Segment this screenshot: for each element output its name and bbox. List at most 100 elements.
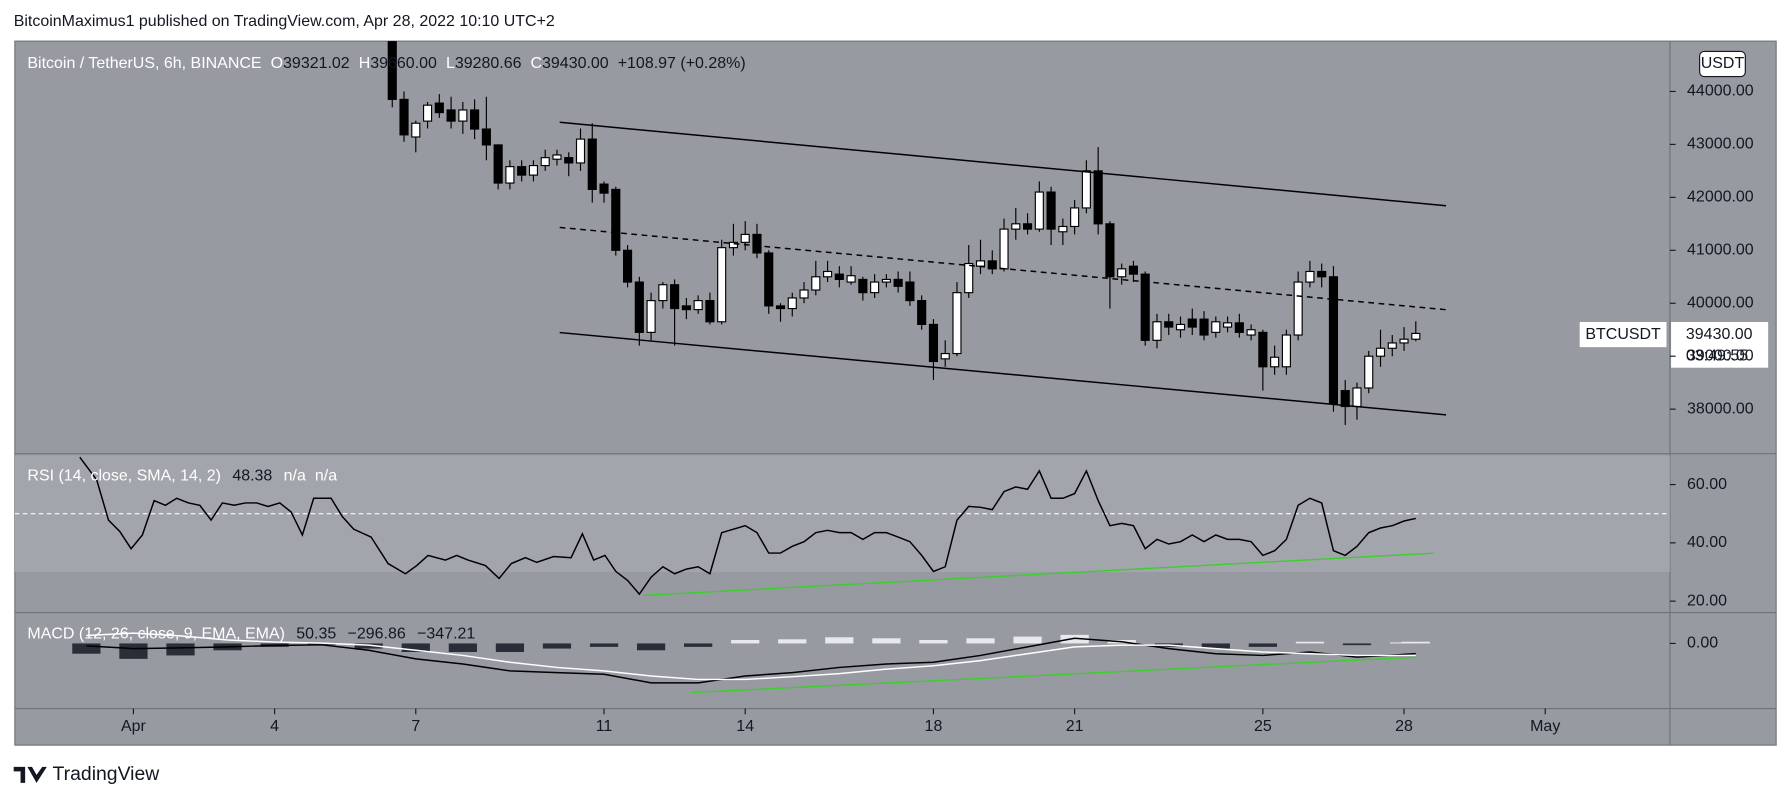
y-tick-label: 43000.00: [1687, 136, 1754, 153]
candle-body: [917, 300, 927, 326]
histogram-bar: [1013, 636, 1042, 644]
x-tick-label: 25: [1254, 718, 1272, 735]
y-tick-label: 40.00: [1687, 534, 1727, 551]
symbol-title: Bitcoin / TetherUS, 6h, BINANCE: [27, 55, 261, 72]
candle-body: [505, 166, 515, 184]
y-tick-label: 60.00: [1687, 476, 1727, 493]
candle-body: [1352, 387, 1362, 408]
candle-body: [1375, 347, 1386, 357]
ohlc-value: 39660.00: [370, 55, 437, 72]
candle-body: [952, 292, 962, 355]
candle-body: [646, 300, 656, 333]
candle-body: [634, 281, 644, 333]
x-tick-label: 14: [736, 718, 754, 735]
candle-body: [1222, 322, 1233, 328]
candle-body: [493, 144, 503, 184]
rsi-extra: n/a: [284, 468, 306, 485]
histogram-bar: [495, 643, 525, 653]
histogram-bar: [589, 643, 619, 647]
candle-body: [411, 122, 421, 138]
candle-body: [599, 183, 609, 194]
macd-value: −296.86: [348, 626, 406, 643]
candle-body: [1175, 323, 1186, 331]
ohlc-key: H: [359, 55, 371, 72]
macd-line: [86, 632, 1416, 681]
y-tick-label: 38000.00: [1687, 400, 1754, 417]
candle-body: [693, 300, 703, 311]
rsi-title: RSI (14, close, SMA, 14, 2): [27, 468, 221, 485]
candle-body: [1328, 276, 1339, 405]
macd-value: −347.21: [417, 626, 475, 643]
histogram-bar: [778, 639, 807, 644]
x-tick-label: Apr: [121, 718, 147, 735]
ohlc-value: 39280.66: [455, 55, 522, 72]
y-tick-label: 44000.00: [1687, 83, 1754, 100]
x-tick-label: 18: [925, 718, 943, 735]
channel-mid: [559, 226, 1447, 311]
candle-body: [1081, 170, 1091, 209]
candle-body: [964, 262, 974, 294]
candle-body: [1234, 322, 1244, 333]
candle-body: [1211, 321, 1221, 333]
drawings: [559, 121, 1447, 694]
candle-body: [422, 104, 433, 122]
candle-body: [846, 275, 856, 283]
candle-body: [1034, 191, 1044, 230]
symbol-tag-label: BTCUSDT: [1585, 326, 1661, 343]
histogram-bar: [542, 643, 572, 649]
candle-body: [1187, 318, 1197, 328]
histogram-bar: [1201, 643, 1230, 649]
currency-button[interactable]: [1699, 50, 1746, 78]
candle-body: [1022, 223, 1033, 230]
x-tick-label: 4: [270, 718, 279, 735]
y-tick-label: 20.00: [1687, 592, 1727, 609]
candle-body: [775, 305, 786, 310]
y-tick-label: 39000.00: [1687, 347, 1754, 364]
macd-title: MACD (12, 26, close, 9, EMA, EMA): [27, 626, 285, 643]
currency[interactable]: USDT: [1701, 55, 1745, 72]
rsi-trendline: [643, 552, 1434, 597]
histogram-bar: [919, 640, 948, 644]
candle-body: [1164, 321, 1174, 328]
histogram-bar: [1060, 634, 1089, 644]
rsi-legend: RSI (14, close, SMA, 14, 2) 48.38 n/a n/…: [27, 468, 337, 485]
x-tick-label: May: [1530, 718, 1560, 735]
candle-body: [658, 284, 668, 302]
channel-top: [559, 121, 1447, 207]
macd-line: [86, 637, 1416, 684]
histogram-bar: [72, 643, 101, 654]
y-tick-label: 42000.00: [1687, 189, 1754, 206]
chart-frame: [14, 40, 1777, 746]
candle-body: [622, 249, 633, 283]
candle-body: [740, 233, 750, 243]
candle-body: [928, 323, 939, 363]
rsi-pane: [14, 455, 1670, 596]
candle-body: [528, 165, 539, 176]
candle-body: [1152, 321, 1162, 341]
rsi-value: 48.38: [232, 468, 272, 485]
macd-pane: [72, 632, 1430, 684]
candle-body: [1246, 329, 1256, 336]
logo-mark: [13, 766, 47, 783]
histogram-bar: [354, 643, 383, 649]
candle-body: [1364, 355, 1374, 389]
candle-body: [787, 297, 797, 310]
candle-body: [870, 281, 880, 294]
candle-body: [705, 300, 715, 323]
histogram-bar: [119, 643, 148, 659]
candle-body: [1093, 170, 1103, 225]
histogram-bar: [1295, 641, 1325, 644]
candle-body: [752, 233, 762, 254]
ohlc-key: C: [531, 55, 543, 72]
rsi-extra: n/a: [315, 468, 337, 485]
candle-body: [834, 273, 844, 280]
y-tick-label: 40000.00: [1687, 294, 1754, 311]
rsi-line: [79, 456, 1416, 596]
attribution: BitcoinMaximus1 published on TradingView…: [14, 13, 555, 30]
candle-body: [540, 157, 550, 167]
candle-body: [575, 138, 586, 164]
candle-body: [1105, 223, 1115, 278]
candle-body: [1058, 225, 1068, 233]
